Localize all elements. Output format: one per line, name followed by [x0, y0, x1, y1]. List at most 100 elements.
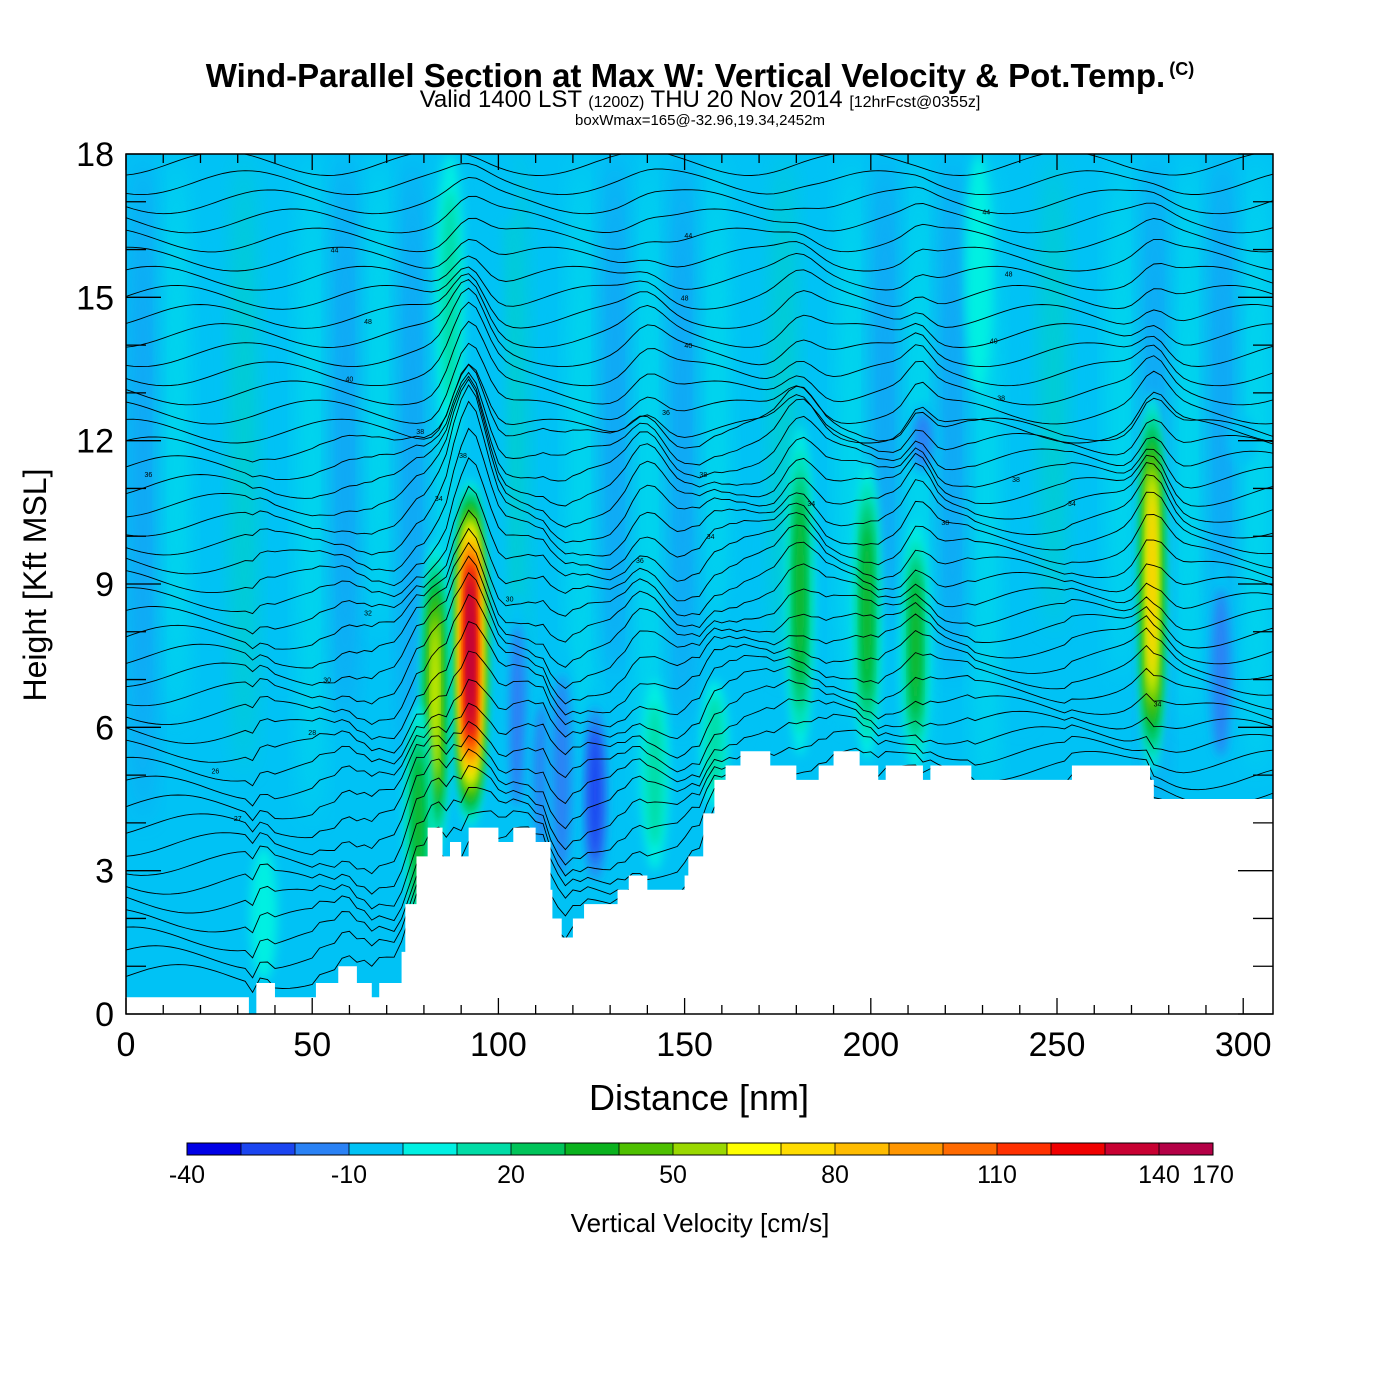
- theta-contour-line: [126, 384, 1273, 537]
- theta-contour-line: [126, 342, 1273, 425]
- colorbar-swatch: [1105, 1143, 1160, 1155]
- theta-contour-line: [126, 217, 1273, 253]
- theta-contour-line: [126, 278, 1273, 348]
- theta-label: 38: [459, 453, 467, 460]
- core-level: [507, 624, 527, 807]
- x-tick-label: 100: [470, 1026, 527, 1064]
- colorbar-swatch: [673, 1143, 728, 1155]
- field-streak: [198, 154, 223, 632]
- updraft-core: [965, 154, 993, 393]
- colorbar-swatch: [295, 1143, 350, 1155]
- x-tick-label: 250: [1029, 1026, 1086, 1064]
- theta-contour-line: [126, 665, 1273, 787]
- theta-label: 34: [1068, 501, 1076, 508]
- theta-contour-line: [126, 163, 1273, 196]
- y-tick-label: 18: [76, 136, 114, 174]
- chart-title-block: Wind-Parallel Section at Max W: Vertical…: [0, 50, 1400, 128]
- downdraft-core: [907, 402, 939, 479]
- x-tick-label: 50: [293, 1026, 331, 1064]
- theta-label: 38: [416, 429, 424, 436]
- theta-label: 38: [699, 472, 707, 479]
- theta-contour-line: [126, 620, 1273, 744]
- theta-label: 34: [1154, 701, 1162, 708]
- core-level: [646, 703, 664, 847]
- downdraft-core: [721, 584, 753, 752]
- colorbar-tick-label: 110: [977, 1161, 1017, 1189]
- colorbar: -40 -10 20 50 80 110 140 170: [169, 1142, 1234, 1189]
- theta-label: 38: [997, 396, 1005, 403]
- theta-label: 44: [982, 209, 990, 216]
- updraft-core: [902, 521, 929, 771]
- downdraft-core: [285, 851, 317, 1000]
- theta-contour-line: [126, 747, 1273, 876]
- theta-label: 48: [681, 295, 689, 302]
- field-streak: [502, 154, 526, 728]
- field-streak: [873, 154, 897, 632]
- colorbar-tick-label: 80: [821, 1161, 849, 1189]
- theta-label: 26: [211, 768, 219, 775]
- colorbar-swatch: [349, 1143, 404, 1155]
- theta-contour-line: [126, 485, 1273, 615]
- theta-label: 36: [144, 472, 152, 479]
- y-tick-label: 3: [95, 853, 114, 891]
- colorbar-swatch: [997, 1143, 1052, 1155]
- x-tick-label: 150: [656, 1026, 713, 1064]
- theta-contour-line: [126, 571, 1273, 707]
- colorbar-tick-label: 140: [1138, 1161, 1180, 1189]
- theta-label: 34: [707, 534, 715, 541]
- box-wmax-info: boxWmax=165@-32.96,19.34,2452m: [575, 112, 825, 129]
- colorbar-swatch: [781, 1143, 836, 1155]
- colorbar-tick-label: -40: [169, 1161, 205, 1189]
- core-level: [468, 581, 473, 726]
- downdraft-core: [486, 154, 518, 226]
- y-axis-label: Height [Kft MSL]: [17, 469, 53, 702]
- core-level: [910, 574, 921, 718]
- field-streak: [704, 154, 729, 632]
- core-level: [965, 154, 993, 393]
- field-streak: [232, 154, 256, 776]
- theta-contour-line: [126, 378, 1273, 518]
- theta-label: 44: [331, 248, 339, 255]
- theta-contour-line: [126, 301, 1273, 387]
- field-streak: [333, 154, 358, 728]
- terrain-mask: [126, 751, 1273, 1014]
- updraft-core: [453, 478, 488, 828]
- colorbar-tick-label: -10: [331, 1161, 367, 1189]
- colorbar-swatch: [1051, 1143, 1106, 1155]
- theta-label: 40: [990, 338, 998, 345]
- valid-utc: (1200Z): [588, 94, 645, 111]
- chart-title: Wind-Parallel Section at Max W: Vertical…: [0, 50, 1400, 95]
- field-streak: [164, 154, 189, 728]
- colorbar-swatch: [241, 1143, 296, 1155]
- theta-contour-line: [126, 679, 1273, 807]
- x-tick-label: 0: [117, 1026, 136, 1064]
- colorbar-swatch: [835, 1143, 890, 1155]
- theta-label: 36: [662, 410, 670, 417]
- y-tick-label: 15: [76, 279, 114, 317]
- theta-contour-line: [126, 375, 1273, 499]
- field-streak: [1210, 154, 1235, 632]
- core-level: [441, 189, 459, 405]
- field-streak: [1244, 154, 1269, 776]
- x-axis-label: Distance [nm]: [589, 1077, 809, 1118]
- core-level: [486, 154, 518, 226]
- downdraft-core: [579, 689, 611, 900]
- theta-label: 48: [364, 319, 372, 326]
- theta-contour-line: [126, 527, 1273, 650]
- valid-date: THU 20 Nov 2014: [650, 86, 843, 113]
- theta-contour-line: [126, 176, 1273, 215]
- updraft-core: [436, 154, 464, 441]
- colorbar-swatch: [889, 1143, 944, 1155]
- theta-contour-line: [126, 400, 1273, 556]
- core-level: [1211, 588, 1231, 757]
- downdraft-core: [501, 593, 533, 838]
- colorbar-frame: [186, 1142, 1214, 1156]
- theta-label: 28: [308, 730, 316, 737]
- theta-contour-line: [126, 555, 1273, 688]
- field-streak: [940, 154, 965, 680]
- theta-label: 27: [234, 816, 242, 823]
- theta-contour-line: [126, 195, 1273, 234]
- field-streak: [535, 154, 560, 632]
